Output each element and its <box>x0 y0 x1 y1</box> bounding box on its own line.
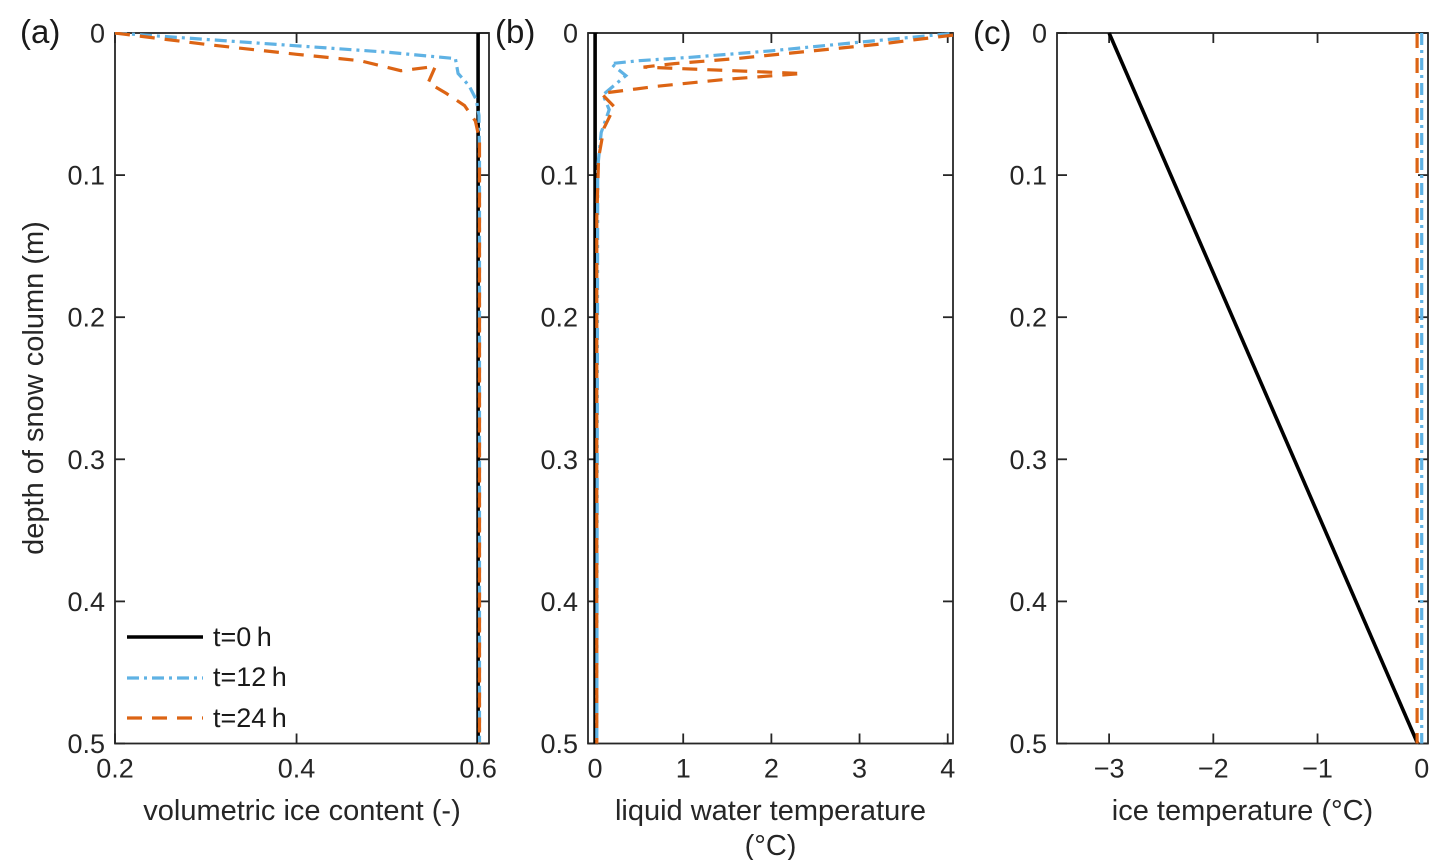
y-tick-label: 0.5 <box>67 729 105 759</box>
x-tick-label: 0.4 <box>278 754 316 784</box>
series-t24h <box>595 33 954 744</box>
y-tick-label: 0.1 <box>67 161 105 191</box>
y-tick-label: 0.5 <box>540 729 578 759</box>
x-tick-label: 0 <box>1414 754 1429 784</box>
series-t12h <box>595 32 950 744</box>
axes-box-a <box>114 32 490 745</box>
panel-a-letter: (a) <box>20 13 61 50</box>
x-tick-label: 4 <box>940 754 955 784</box>
x-axis-title-c: ice temperature (°C) <box>1111 795 1374 827</box>
y-tick-label: 0.3 <box>67 445 105 475</box>
legend-line-t12-dashdot <box>127 676 203 680</box>
legend-item-t24: t=24 h <box>126 698 287 739</box>
x-tick-label: 3 <box>852 754 867 784</box>
y-tick-label: 0.5 <box>1009 729 1047 759</box>
series-t0h <box>1107 32 1420 745</box>
x-axis-title-b: liquid water temperature (°C) <box>614 795 927 860</box>
x-tick-label: 0 <box>588 754 603 784</box>
legend-item-t12: t=12 h <box>126 658 287 699</box>
x-tick-label: 1 <box>676 754 691 784</box>
axes-box-c <box>1056 32 1429 745</box>
y-axis-title: depth of snow column (m) <box>18 221 50 555</box>
y-tick-label: 0.3 <box>1009 445 1047 475</box>
axes-box-b <box>587 32 954 745</box>
panel-c: −3 −2 −1 0 0 0.1 0.2 0.3 0.4 0.5 <box>1009 18 1429 783</box>
series-t24h <box>114 32 482 744</box>
y-tick-label: 0.2 <box>540 303 578 333</box>
y-tick-label: 0.1 <box>540 161 578 191</box>
y-tick-label: 0.4 <box>540 587 578 617</box>
panel-b: 0 1 2 3 4 0 0.1 0.2 0.3 0.4 0.5 <box>540 18 955 783</box>
panel-a: 0.2 0.4 0.6 0 0.1 0.2 0.3 0.4 0.5 <box>67 18 496 783</box>
series-t12h <box>114 32 482 744</box>
y-tick-label: 0 <box>563 18 578 48</box>
legend-line-t24-dashed <box>127 716 203 720</box>
x-tick-label: −3 <box>1094 754 1125 784</box>
x-axis-title-a: volumetric ice content (-) <box>143 795 461 827</box>
y-tick-label: 0 <box>1032 18 1047 48</box>
y-tick-label: 0.1 <box>1009 161 1047 191</box>
y-tick-label: 0.2 <box>1009 303 1047 333</box>
y-tick-label: 0.4 <box>67 587 105 617</box>
x-tick-label: 0.6 <box>459 754 497 784</box>
y-tick-label: 0.4 <box>1009 587 1047 617</box>
panel-b-letter: (b) <box>495 13 536 50</box>
x-tick-label: 0.2 <box>96 754 134 784</box>
x-tick-label: −2 <box>1198 754 1229 784</box>
panel-c-letter: (c) <box>973 14 1012 51</box>
legend-label-t24: t=24 h <box>213 702 287 733</box>
x-tick-label: −1 <box>1302 754 1333 784</box>
legend-item-t0: t=0 h <box>126 617 287 658</box>
y-tick-label: 0.2 <box>67 303 105 333</box>
y-tick-label: 0.3 <box>540 445 578 475</box>
legend-line-t0-solid <box>127 635 203 640</box>
legend-label-t0: t=0 h <box>213 621 272 652</box>
x-tick-label: 2 <box>764 754 779 784</box>
y-tick-label: 0 <box>90 18 105 48</box>
legend-label-t12: t=12 h <box>213 662 287 693</box>
legend: t=0 h t=12 h t=24 h <box>126 617 287 739</box>
